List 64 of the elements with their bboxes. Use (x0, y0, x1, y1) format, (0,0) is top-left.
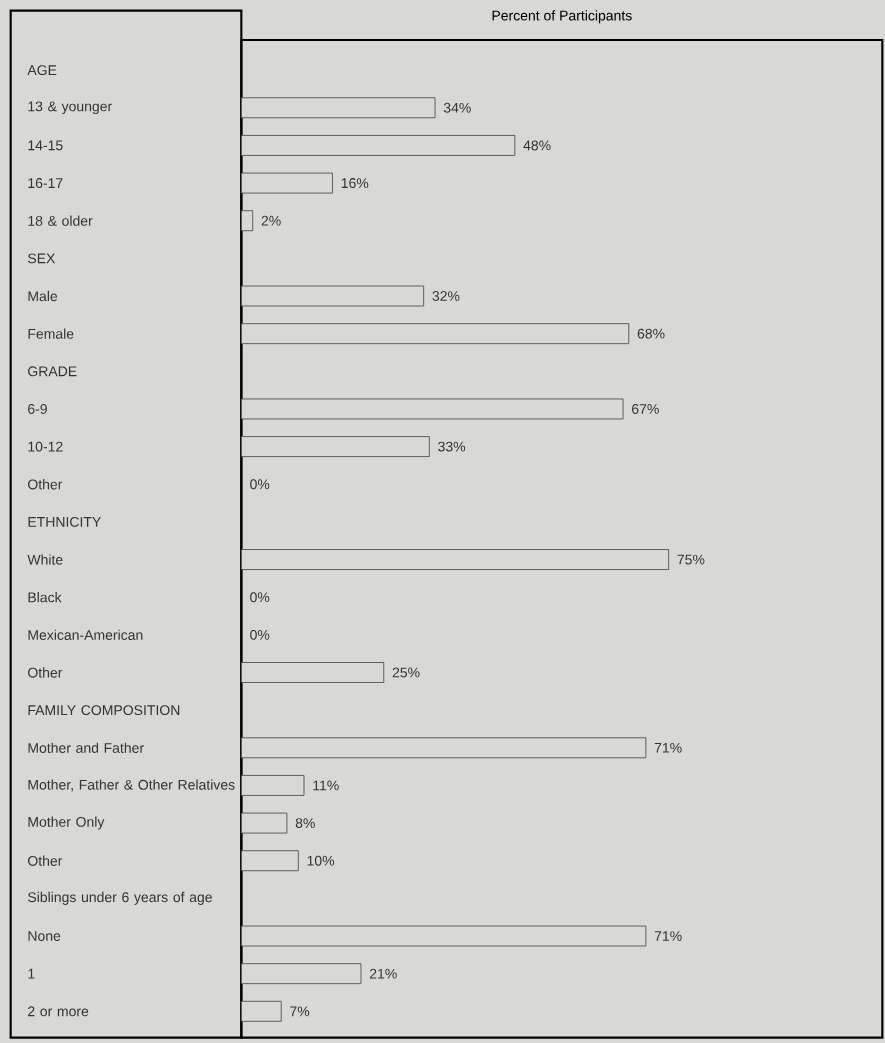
data-label: 16% (341, 178, 369, 189)
data-label: 11% (313, 780, 339, 791)
y-tick-label: White (27, 554, 63, 565)
data-label: 10% (307, 855, 335, 866)
y-tick-label: 16-17 (28, 178, 63, 189)
data-label: 8% (295, 818, 315, 829)
y-tick-label: Other (28, 479, 63, 490)
y-tick-label: Female (28, 328, 74, 339)
data-label: 21% (369, 968, 397, 979)
bar (240, 172, 333, 194)
bar (240, 737, 647, 759)
y-tick-label: 1 (28, 968, 35, 979)
y-tick-label: Male (28, 290, 58, 302)
bar (240, 436, 430, 457)
data-label: 0% (250, 592, 270, 603)
y-tick-label: Other (28, 855, 63, 866)
chart-title: Percent of Participants (492, 10, 632, 24)
data-label: 67% (632, 404, 659, 414)
y-tick-label: 13 & younger (28, 101, 112, 115)
y-tick-label: Other (28, 667, 63, 678)
bar (240, 323, 630, 345)
bar (240, 135, 516, 156)
bar (240, 97, 436, 119)
bar (240, 812, 288, 834)
data-label: 2% (261, 215, 281, 226)
data-label: 71% (654, 931, 682, 941)
bar (240, 925, 647, 947)
y-tick-label: Mother, Father & Other Relatives (28, 779, 235, 792)
y-tick-label: 2 or more (28, 1006, 89, 1017)
y-tick-label: Mother Only (28, 816, 105, 830)
y-tick-label: 18 & older (28, 215, 93, 226)
y-tick-label: 10-12 (28, 441, 63, 452)
bar (240, 963, 362, 985)
y-tick-label: AGE (27, 65, 57, 76)
data-label: 48% (523, 140, 551, 151)
bar (240, 662, 385, 683)
data-label: 34% (443, 102, 471, 113)
y-tick-label: 6-9 (28, 404, 47, 414)
data-label: 71% (654, 742, 682, 753)
y-tick-label: FAMILY COMPOSITION (28, 705, 180, 716)
y-tick-label: ETHNICITY (28, 516, 101, 527)
y-tick-label: SEX (28, 253, 56, 264)
data-label: 68% (637, 328, 665, 339)
bar (240, 285, 425, 307)
bar (240, 775, 305, 796)
data-label: 7% (290, 1006, 310, 1017)
y-tick-label: GRADE (28, 366, 77, 377)
y-tick-label: 14-15 (28, 140, 63, 151)
data-label: 75% (677, 554, 705, 565)
data-label: 32% (432, 291, 460, 301)
y-tick-label: Mexican-American (28, 629, 143, 640)
bar (240, 398, 624, 420)
y-tick-label: Siblings under 6 years of age (28, 891, 212, 905)
bar (240, 549, 670, 570)
bar (240, 210, 254, 232)
data-label: 0% (250, 479, 270, 490)
bar (240, 1000, 282, 1022)
bar (240, 850, 299, 872)
data-label: 25% (392, 667, 420, 678)
y-tick-label: Mother and Father (28, 742, 144, 753)
data-label: 0% (250, 629, 270, 640)
y-tick-label: Black (28, 592, 62, 603)
data-label: 33% (438, 441, 466, 452)
y-tick-label: None (28, 931, 61, 941)
